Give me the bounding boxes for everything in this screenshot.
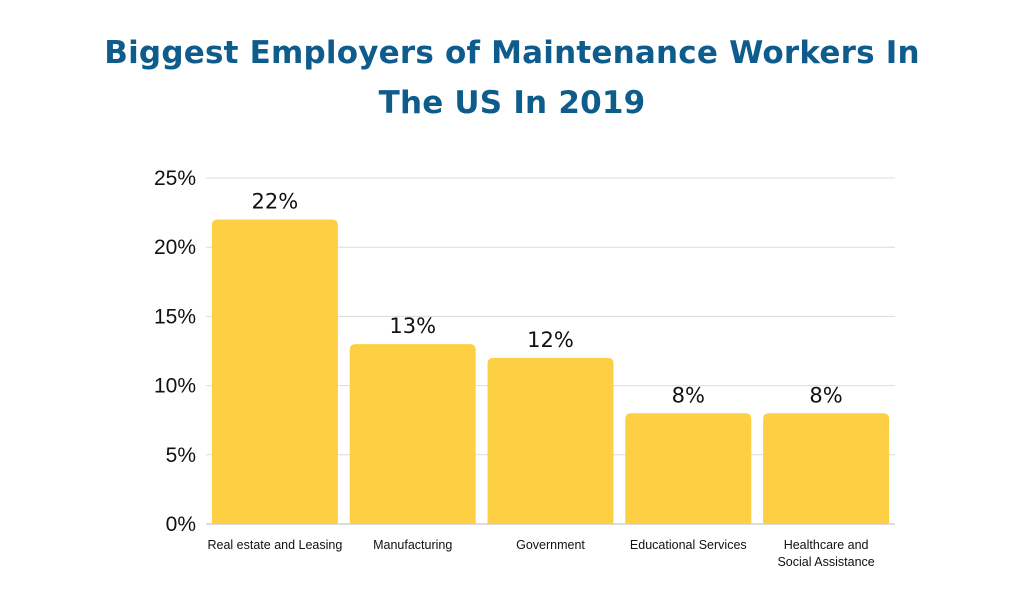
data-label: 22% [252, 190, 299, 214]
category-label: Manufacturing [373, 538, 452, 552]
bar [625, 413, 752, 524]
y-axis-tick-labels: 0% 5% 10% 15% 20% 25% [154, 167, 196, 536]
y-tick-label: 5% [166, 444, 196, 467]
data-label: 8% [809, 383, 842, 407]
data-label: 12% [527, 328, 574, 352]
data-labels: 22% 13% 12% 8% 8% [252, 190, 843, 408]
data-label: 8% [672, 383, 705, 407]
chart-title-line-2: The US In 2019 [378, 85, 646, 121]
bar [763, 413, 890, 524]
chart-title: Biggest Employers of Maintenance Workers… [0, 28, 1024, 128]
x-axis-category-labels: Real estate and Leasing Manufacturing Gove… [207, 538, 874, 569]
y-tick-label: 15% [154, 305, 196, 328]
category-label: Social Assistance [777, 555, 874, 569]
bar [211, 219, 338, 524]
y-tick-label: 0% [166, 513, 196, 536]
y-tick-label: 10% [154, 375, 196, 398]
category-label: Healthcare and [784, 538, 869, 552]
category-label: Real estate and Leasing [207, 538, 342, 552]
chart-title-line-1: Biggest Employers of Maintenance Workers… [104, 35, 920, 71]
y-tick-label: 25% [154, 167, 196, 190]
data-label: 13% [389, 314, 436, 338]
bars [211, 219, 890, 524]
bar [487, 357, 614, 524]
category-label: Government [516, 538, 585, 552]
bar [349, 344, 476, 524]
category-label: Educational Services [630, 538, 747, 552]
y-tick-label: 20% [154, 236, 196, 259]
